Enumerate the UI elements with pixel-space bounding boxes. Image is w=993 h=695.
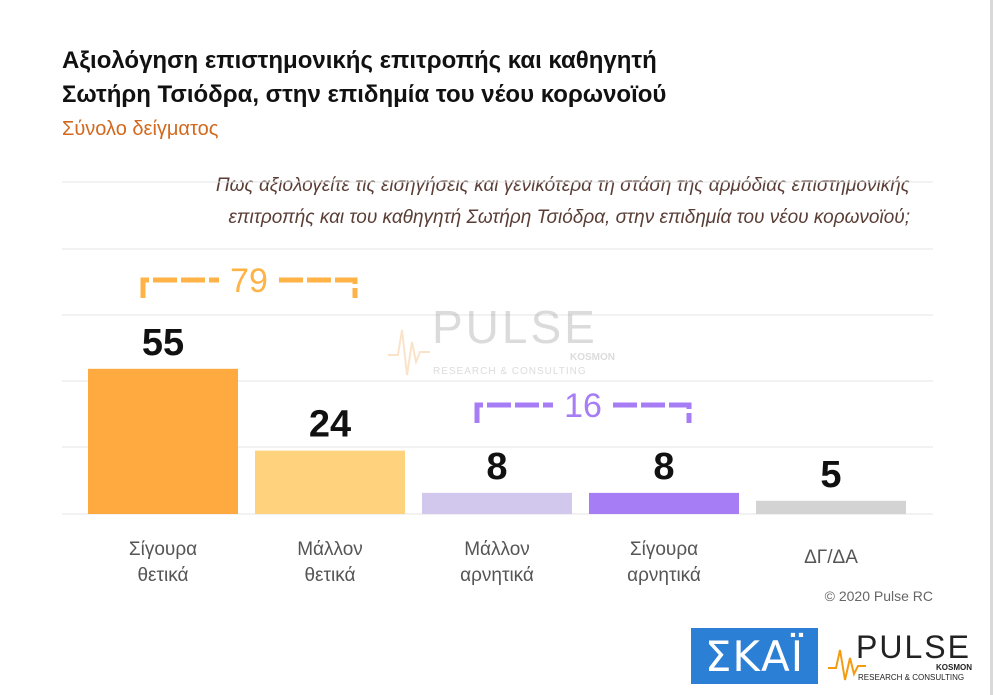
group-brackets: 79 16 [140,262,692,425]
pulse-logo-name: PULSE [856,629,971,665]
watermark-sub: RESEARCH & CONSULTING [433,366,587,377]
watermark-tag: KOSMON [570,352,615,363]
pulse-logo-sub: RESEARCH & CONSULTING [858,673,964,682]
pulse-logo-tag: KOSMON [936,663,972,672]
right-border [990,0,993,695]
category-label: Μάλλον [464,539,530,560]
skai-logo: ΣΚΑΪ [691,628,818,684]
group-total-label: 16 [564,387,602,425]
group-bracket [140,277,358,298]
watermark-pulse-line [388,329,430,376]
value-label: 24 [309,404,351,446]
value-label: 55 [142,322,184,364]
value-label: 5 [820,454,841,496]
category-label: Σίγουρα [630,539,698,560]
title-line-2: Σωτήρη Τσιόδρα, στην επιδημία του νέου κ… [62,81,667,108]
pulse-logo: PULSE KOSMON RESEARCH & CONSULTING [828,629,972,682]
copyright: © 2020 Pulse RC [824,588,933,604]
bar [756,500,906,514]
bar [255,450,405,514]
chart-subtitle: Σύνολο δείγματος [62,118,219,140]
value-labels: 55 24 8 8 5 [142,322,842,496]
question-line-1: Πως αξιολογείτε τις εισηγήσεις και γενικ… [215,175,910,196]
category-label: θετικά [304,565,355,586]
watermark-logo: PULSE KOSMON RESEARCH & CONSULTING [388,301,615,377]
category-label: αρνητικά [627,565,701,586]
category-labels: Σίγουρα θετικά Μάλλον θετικά Μάλλον αρνητικά Σ… [129,539,858,586]
bar [422,492,572,514]
pulse-logo-line [828,649,866,681]
category-label: θετικά [137,565,188,586]
survey-question: Πως αξιολογείτε τις εισηγήσεις και γενικ… [100,170,910,234]
bar-chart: PULSE KOSMON RESEARCH & CONSULTING 55 24 8… [62,181,933,586]
title-line-1: Αξιολόγηση επιστημονικής επιτροπής και κ… [62,47,657,74]
chart-title: Αξιολόγηση επιστημονικής επιτροπής και κ… [62,44,822,112]
category-label: ΔΓ/ΔΑ [804,547,858,568]
bar [589,492,739,514]
watermark-name: PULSE [432,301,598,353]
value-label: 8 [653,446,674,488]
value-label: 8 [486,446,507,488]
group-total-label: 79 [230,262,268,300]
bars [88,368,906,514]
group-bracket [474,402,692,423]
category-label: Σίγουρα [129,539,197,560]
question-line-2: επιτροπής και του καθηγητή Σωτήρη Τσιόδρ… [228,207,910,228]
category-label: Μάλλον [297,539,363,560]
bar [88,368,238,514]
category-label: αρνητικά [460,565,534,586]
